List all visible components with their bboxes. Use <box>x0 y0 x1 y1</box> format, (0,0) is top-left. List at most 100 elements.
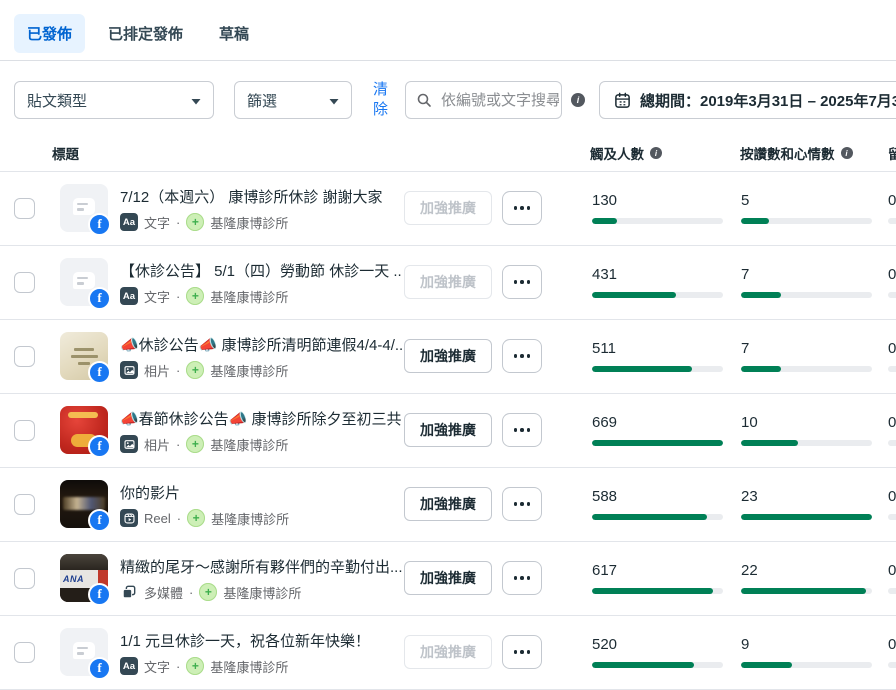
date-range-button[interactable]: 總期間：2019年3月31日 – 2025年7月30日 <box>599 81 896 119</box>
comments-metric: 0 <box>888 616 896 668</box>
search-icon <box>416 92 432 108</box>
post-title[interactable]: 7/12（本週六） 康博診所休診 謝謝大家 <box>120 188 383 206</box>
table-header: 標題 觸及人數 i 按讚數和心情數 i 留言數 <box>0 143 896 165</box>
boost-button[interactable]: 加強推廣 <box>404 635 492 669</box>
search-info-icon[interactable]: i <box>571 93 585 107</box>
reactions-info-icon[interactable]: i <box>840 147 853 159</box>
reactions-metric: 10 <box>741 394 872 446</box>
post-title[interactable]: 【休診公告】 5/1（四）勞動節 休診一天 ... <box>120 262 402 280</box>
facebook-badge-icon: f <box>88 657 111 680</box>
comments-bar <box>888 292 896 298</box>
tab-scheduled[interactable]: 已排定發佈 <box>108 26 184 43</box>
reach-bar <box>592 588 723 594</box>
reactions-value: 7 <box>741 266 750 283</box>
comments-value: 0 <box>888 636 896 653</box>
reactions-bar <box>741 662 872 668</box>
boost-button[interactable]: 加強推廣 <box>404 339 492 373</box>
row-checkbox[interactable] <box>14 494 35 515</box>
more-options-button[interactable] <box>502 413 542 447</box>
row-checkbox[interactable] <box>14 642 35 663</box>
reactions-value: 23 <box>741 488 758 505</box>
text-post-icon: Aa <box>120 287 138 305</box>
reach-value: 588 <box>592 488 618 505</box>
page-avatar: + <box>186 361 205 379</box>
post-title[interactable]: 📣休診公告📣 康博診所清明節連假4/4-4/... <box>120 336 402 354</box>
filter-dropdown-label: 篩選 <box>247 92 278 110</box>
post-thumbnail[interactable]: f <box>60 480 111 532</box>
video-frame-detail <box>63 497 105 510</box>
post-title[interactable]: 1/1 元旦休診一天，祝各位新年快樂！ <box>120 632 371 650</box>
filter-bar: 貼文類型 篩選 清除 i 總期間：2019年3月31日 – 2025年7月30日 <box>14 80 896 120</box>
boost-button[interactable]: 加強推廣 <box>404 191 492 225</box>
cny-image-detail <box>68 412 98 418</box>
photo-icon <box>120 435 138 453</box>
post-thumbnail[interactable]: f <box>60 406 111 458</box>
tab-published[interactable]: 已發佈 <box>14 14 86 53</box>
boost-button[interactable]: 加強推廣 <box>404 413 492 447</box>
row-checkbox[interactable] <box>14 346 35 367</box>
comments-metric: 0 <box>888 320 896 372</box>
boost-button[interactable]: 加強推廣 <box>404 265 492 299</box>
page-name: 基隆康博診所 <box>210 659 289 675</box>
reactions-metric: 23 <box>741 468 872 520</box>
post-thumbnail[interactable]: ANA f <box>60 554 111 606</box>
tab-drafts[interactable]: 草稿 <box>219 26 250 43</box>
row-checkbox[interactable] <box>14 198 35 219</box>
reach-bar <box>592 218 723 224</box>
reactions-bar <box>741 218 872 224</box>
reactions-value: 7 <box>741 340 750 357</box>
post-title[interactable]: 📣春節休診公告📣 康博診所除夕至初三共... <box>120 410 402 428</box>
comments-bar <box>888 514 896 520</box>
more-options-button[interactable] <box>502 487 542 521</box>
more-options-button[interactable] <box>502 265 542 299</box>
more-options-button[interactable] <box>502 191 542 225</box>
post-type-label: 文字 <box>144 215 171 231</box>
search-box <box>405 81 562 119</box>
post-thumbnail[interactable]: f <box>60 332 111 384</box>
post-thumbnail[interactable]: f <box>60 628 111 680</box>
post-type-dropdown[interactable]: 貼文類型 <box>14 81 214 119</box>
comments-metric: 0 <box>888 468 896 520</box>
facebook-badge-icon: f <box>88 583 111 606</box>
content-tabs: 已發佈 已排定發佈 草稿 <box>0 0 896 53</box>
post-title[interactable]: 精緻的尾牙～感謝所有夥伴們的辛勤付出... <box>120 558 402 576</box>
reach-metric: 130 <box>592 172 723 224</box>
filter-dropdown[interactable]: 篩選 <box>234 81 352 119</box>
reach-metric: 520 <box>592 616 723 668</box>
text-bubble-icon <box>73 272 95 289</box>
boost-button[interactable]: 加強推廣 <box>404 561 492 595</box>
comments-metric: 0 <box>888 394 896 446</box>
header-title: 標題 <box>52 147 79 162</box>
comments-value: 0 <box>888 414 896 431</box>
page-avatar: + <box>186 287 205 305</box>
page-name: 基隆康博診所 <box>223 585 302 601</box>
post-table-body: f 7/12（本週六） 康博診所休診 謝謝大家 Aa 文字 · + 基隆康博診所 加強推廣 13… <box>0 171 896 690</box>
reactions-bar <box>741 292 872 298</box>
reel-icon <box>120 509 138 527</box>
comments-value: 0 <box>888 266 896 283</box>
chevron-down-icon <box>329 92 339 109</box>
page-name: 基隆康博診所 <box>210 215 289 231</box>
reach-info-icon[interactable]: i <box>650 147 662 159</box>
search-input[interactable] <box>439 90 561 110</box>
more-options-button[interactable] <box>502 561 542 595</box>
date-range-label: 總期間：2019年3月31日 – 2025年7月30日 <box>640 92 896 110</box>
reach-bar <box>592 514 723 520</box>
post-title[interactable]: 你的影片 <box>120 484 181 502</box>
row-checkbox[interactable] <box>14 272 35 293</box>
row-checkbox[interactable] <box>14 568 35 589</box>
clear-filters-link[interactable]: 清除 <box>372 81 388 118</box>
calendar-icon <box>614 92 631 109</box>
post-type-label: 文字 <box>144 289 171 305</box>
table-row: f 📣休診公告📣 康博診所清明節連假4/4-4/... 相片 · + 基隆康博診所 加強推廣… <box>0 320 896 394</box>
more-options-button[interactable] <box>502 635 542 669</box>
reach-value: 511 <box>592 340 616 357</box>
table-row: ANA f 精緻的尾牙～感謝所有夥伴們的辛勤付出... 多媒體 · + 基隆康博診所 加強推廣… <box>0 542 896 616</box>
more-options-button[interactable] <box>502 339 542 373</box>
post-thumbnail[interactable]: f <box>60 184 111 236</box>
boost-button[interactable]: 加強推廣 <box>404 487 492 521</box>
comments-value: 0 <box>888 488 896 505</box>
row-checkbox[interactable] <box>14 420 35 441</box>
post-thumbnail[interactable]: f <box>60 258 111 310</box>
